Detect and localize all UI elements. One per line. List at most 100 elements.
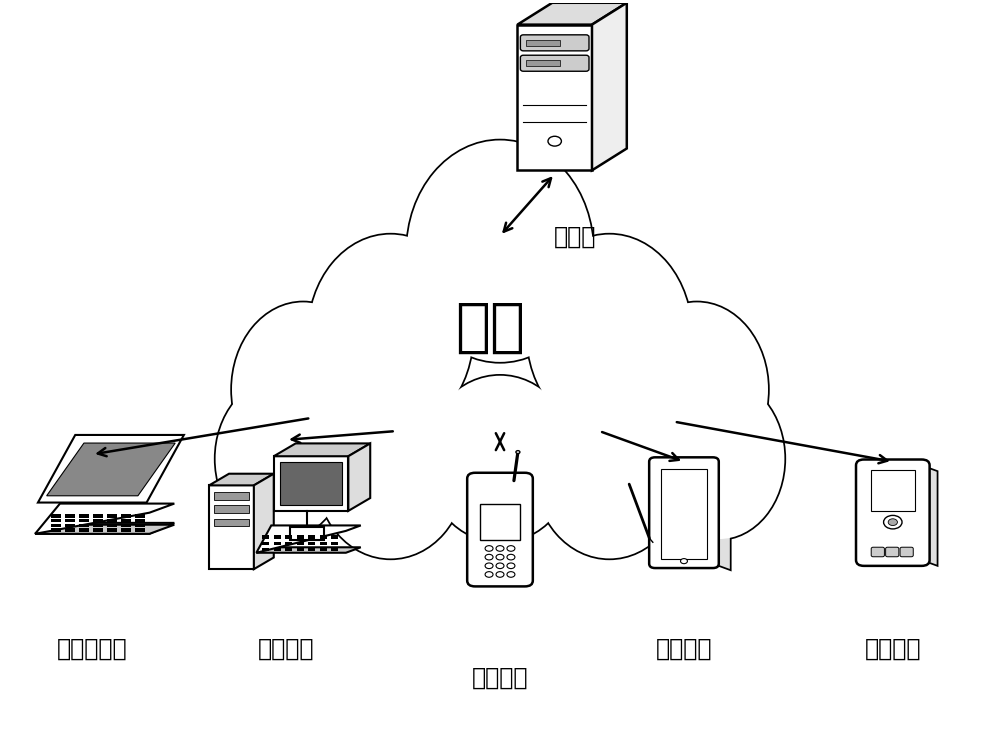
Ellipse shape (507, 572, 515, 577)
Polygon shape (285, 542, 292, 545)
FancyBboxPatch shape (467, 473, 533, 586)
Ellipse shape (216, 379, 347, 539)
Circle shape (884, 515, 902, 529)
Ellipse shape (232, 302, 374, 477)
Ellipse shape (426, 376, 574, 542)
Ellipse shape (485, 563, 493, 569)
Polygon shape (348, 443, 370, 511)
Ellipse shape (527, 235, 691, 434)
Polygon shape (254, 473, 274, 569)
Polygon shape (713, 462, 731, 570)
Polygon shape (121, 515, 131, 517)
FancyBboxPatch shape (856, 459, 930, 566)
Polygon shape (274, 542, 281, 545)
Ellipse shape (426, 376, 574, 542)
Ellipse shape (485, 572, 493, 577)
Text: 掌上电脑: 掌上电脑 (865, 636, 921, 661)
Polygon shape (256, 548, 361, 553)
Polygon shape (93, 519, 103, 523)
Ellipse shape (216, 379, 347, 539)
Polygon shape (262, 548, 269, 551)
Ellipse shape (496, 545, 504, 551)
Polygon shape (107, 523, 117, 527)
Polygon shape (320, 548, 327, 551)
FancyBboxPatch shape (520, 34, 589, 51)
FancyBboxPatch shape (526, 60, 560, 66)
FancyBboxPatch shape (649, 457, 719, 568)
Ellipse shape (535, 387, 684, 559)
Polygon shape (121, 523, 131, 527)
Text: 笔记本电脑: 笔记本电脑 (57, 636, 128, 661)
FancyBboxPatch shape (274, 457, 348, 511)
Polygon shape (79, 523, 89, 527)
Polygon shape (65, 523, 75, 527)
Polygon shape (107, 515, 117, 517)
Polygon shape (517, 3, 627, 25)
Ellipse shape (496, 563, 504, 569)
Polygon shape (107, 519, 117, 523)
Ellipse shape (485, 545, 493, 551)
Polygon shape (262, 536, 269, 539)
Circle shape (681, 559, 687, 564)
Polygon shape (308, 542, 315, 545)
Polygon shape (35, 525, 174, 534)
Polygon shape (51, 515, 61, 517)
Circle shape (888, 519, 897, 526)
Polygon shape (297, 548, 304, 551)
Ellipse shape (316, 387, 465, 559)
Polygon shape (135, 528, 145, 531)
Text: 个人电脑: 个人电脑 (258, 636, 314, 661)
FancyBboxPatch shape (517, 25, 592, 170)
Text: 智能手机: 智能手机 (472, 666, 528, 690)
Polygon shape (320, 542, 327, 545)
FancyBboxPatch shape (526, 40, 560, 46)
FancyBboxPatch shape (871, 470, 915, 511)
FancyBboxPatch shape (209, 485, 254, 569)
Ellipse shape (496, 554, 504, 560)
Polygon shape (135, 519, 145, 523)
Polygon shape (256, 526, 361, 553)
Polygon shape (121, 519, 131, 523)
Polygon shape (331, 542, 338, 545)
Ellipse shape (507, 563, 515, 569)
Ellipse shape (496, 572, 504, 577)
Ellipse shape (407, 140, 593, 362)
Polygon shape (93, 523, 103, 527)
FancyBboxPatch shape (290, 527, 324, 540)
Ellipse shape (316, 387, 465, 559)
Polygon shape (331, 536, 338, 539)
Polygon shape (93, 515, 103, 517)
Polygon shape (51, 519, 61, 523)
Polygon shape (274, 548, 281, 551)
Polygon shape (65, 528, 75, 531)
Polygon shape (297, 536, 304, 539)
Polygon shape (47, 443, 175, 495)
Polygon shape (107, 528, 117, 531)
Ellipse shape (309, 235, 473, 434)
Polygon shape (35, 504, 174, 534)
Text: 网络: 网络 (455, 299, 525, 355)
Ellipse shape (653, 379, 784, 539)
Polygon shape (38, 435, 184, 503)
Ellipse shape (507, 545, 515, 551)
FancyBboxPatch shape (280, 462, 342, 506)
Polygon shape (308, 536, 315, 539)
Ellipse shape (232, 302, 374, 477)
Ellipse shape (407, 140, 593, 362)
Polygon shape (209, 473, 274, 485)
Polygon shape (135, 515, 145, 517)
Polygon shape (65, 515, 75, 517)
Polygon shape (285, 548, 292, 551)
Polygon shape (285, 536, 292, 539)
Circle shape (548, 137, 561, 146)
FancyBboxPatch shape (520, 55, 589, 71)
Polygon shape (79, 528, 89, 531)
Ellipse shape (626, 302, 768, 477)
Ellipse shape (653, 379, 784, 539)
Polygon shape (592, 3, 627, 170)
Polygon shape (135, 523, 145, 527)
Ellipse shape (507, 554, 515, 560)
Polygon shape (51, 523, 61, 527)
Polygon shape (922, 465, 938, 566)
FancyBboxPatch shape (886, 548, 899, 557)
